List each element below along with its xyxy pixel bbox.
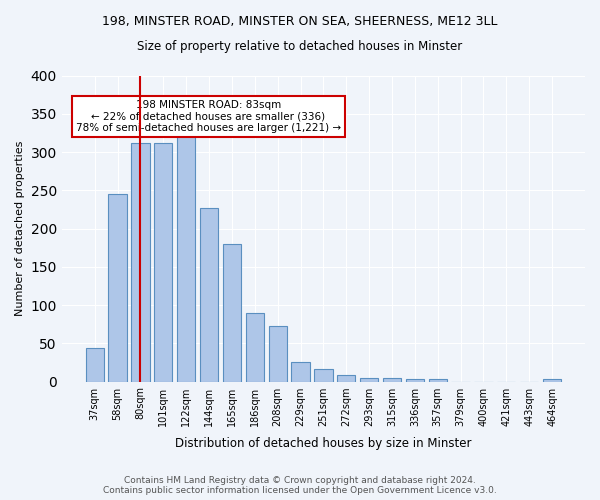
- Bar: [428, 379, 447, 382]
- Text: 198, MINSTER ROAD, MINSTER ON SEA, SHEERNESS, ME12 3LL: 198, MINSTER ROAD, MINSTER ON SEA, SHEER…: [102, 15, 498, 28]
- Bar: [86, 348, 104, 382]
- Y-axis label: Number of detached properties: Number of detached properties: [15, 141, 25, 316]
- Bar: [314, 370, 332, 382]
- Bar: [383, 378, 401, 382]
- Bar: [200, 208, 218, 382]
- Bar: [337, 374, 355, 382]
- Text: Contains HM Land Registry data © Crown copyright and database right 2024.
Contai: Contains HM Land Registry data © Crown c…: [103, 476, 497, 495]
- Text: Size of property relative to detached houses in Minster: Size of property relative to detached ho…: [137, 40, 463, 53]
- Bar: [269, 326, 287, 382]
- Bar: [292, 362, 310, 382]
- Bar: [109, 194, 127, 382]
- Text: 198 MINSTER ROAD: 83sqm
← 22% of detached houses are smaller (336)
78% of semi-d: 198 MINSTER ROAD: 83sqm ← 22% of detache…: [76, 100, 341, 133]
- Bar: [245, 312, 264, 382]
- Bar: [360, 378, 378, 382]
- Bar: [406, 379, 424, 382]
- X-axis label: Distribution of detached houses by size in Minster: Distribution of detached houses by size …: [175, 437, 472, 450]
- Bar: [154, 143, 172, 382]
- Bar: [543, 379, 561, 382]
- Bar: [131, 143, 149, 382]
- Bar: [223, 244, 241, 382]
- Bar: [177, 125, 196, 382]
